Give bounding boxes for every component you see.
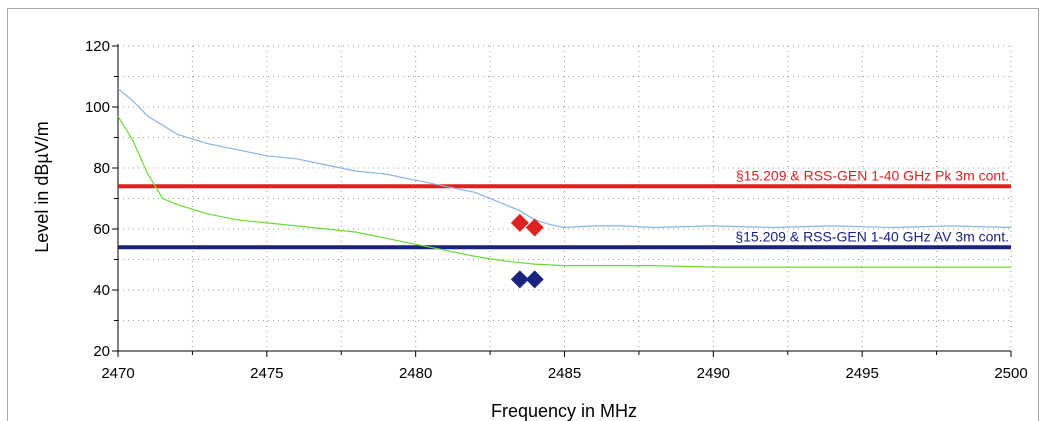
y-tick-label: 100 [85,99,110,116]
tick-labels: 20 40 60 80 100 120 2470 2475 2480 2485 2490 2495 25… [85,38,1028,382]
x-tick-label: 2495 [845,365,878,382]
grid [118,45,1012,351]
x-tick-label: 2480 [399,365,432,382]
y-tick-label: 20 [93,343,110,360]
measurement-marker [525,270,544,289]
x-tick-label: 2485 [548,365,581,382]
axes [112,44,1012,357]
chart-frame [7,8,1039,421]
y-tick-label: 40 [93,282,110,299]
x-tick-label: 2475 [250,365,283,382]
y-tick-label: 60 [93,221,110,238]
x-tick-label: 2490 [697,365,730,382]
x-tick-label: 2470 [101,365,134,382]
average-trace-line [117,115,1011,268]
series-lines [117,88,1012,268]
y-tick-label: 120 [85,38,110,55]
peak-limit-label: §15.209 & RSS-GEN 1-40 GHz Pk 3m cont. [736,167,1009,183]
y-tick-label: 80 [93,160,110,177]
x-tick-label: 2500 [994,365,1027,382]
measurement-marker [525,218,544,237]
markers [510,213,544,289]
peak-trace-line [117,88,1012,229]
limit-lines: §15.209 & RSS-GEN 1-40 GHz Pk 3m cont. §1… [118,167,1011,250]
average-limit-label: §15.209 & RSS-GEN 1-40 GHz AV 3m cont. [735,228,1009,244]
measurement-marker [510,213,529,232]
y-axis-title: Level in dBµV/m [32,121,52,252]
x-axis-title: Frequency in MHz [491,401,637,421]
measurement-marker [510,270,529,289]
